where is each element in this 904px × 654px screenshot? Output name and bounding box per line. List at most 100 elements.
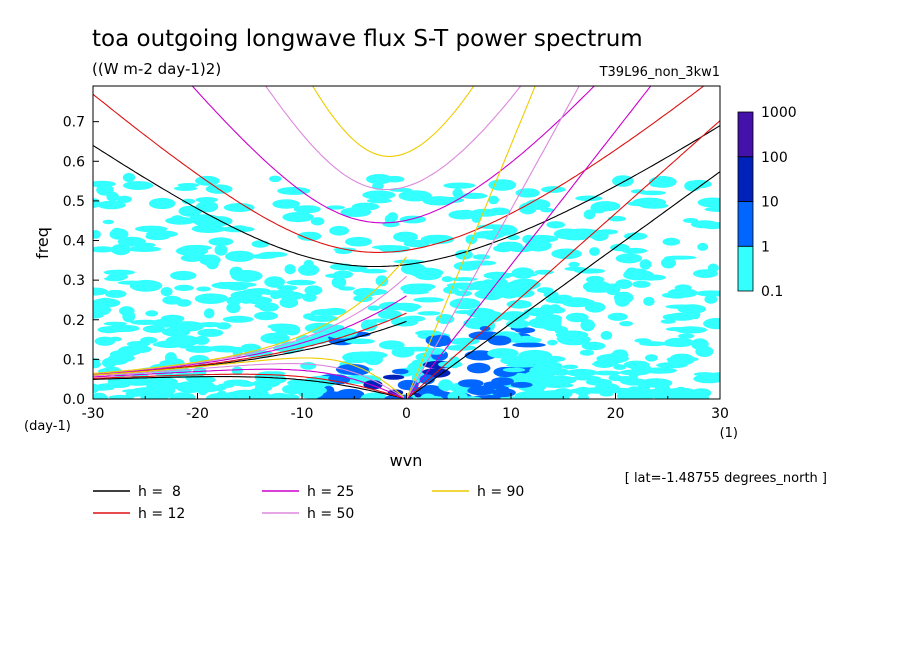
x-axis-label: wvn — [390, 451, 423, 470]
heatmap-cell — [96, 184, 114, 196]
colorbar-swatch — [737, 201, 754, 247]
heatmap-cell — [97, 200, 126, 210]
heatmap-cell — [586, 285, 597, 291]
heatmap-cell — [614, 295, 631, 307]
heatmap-cell — [502, 367, 526, 373]
heatmap-cell — [293, 205, 321, 214]
heatmap-cell — [525, 199, 551, 210]
x-tick-label: 10 — [502, 406, 520, 422]
heatmap-cell — [445, 344, 477, 351]
heatmap-cell — [251, 240, 270, 248]
heatmap-cell — [117, 280, 146, 285]
heatmap-cell — [567, 228, 598, 236]
heatmap-cell — [574, 268, 606, 274]
heatmap-cell — [496, 241, 523, 250]
heatmap-cell — [579, 349, 595, 356]
heatmap-cell — [665, 327, 689, 332]
heatmap-cell — [335, 388, 365, 399]
heatmap-cell — [93, 386, 115, 391]
chart-subtitle: ((W m-2 day-1)2) — [92, 60, 221, 78]
heatmap-cell — [122, 172, 136, 183]
inertia-gravity-curve — [93, 124, 720, 268]
heatmap-cell — [693, 374, 720, 384]
heatmap-cell — [487, 335, 512, 346]
heatmap-cell — [203, 329, 223, 336]
heatmap-cell — [684, 180, 701, 192]
heatmap-cell — [562, 364, 579, 370]
heatmap-cell — [515, 188, 540, 198]
heatmap-cell — [320, 396, 344, 399]
heatmap-cell — [195, 253, 207, 261]
heatmap-cell — [282, 212, 314, 223]
heatmap-cell — [134, 387, 163, 394]
heatmap-cell — [264, 276, 285, 288]
heatmap-cell — [441, 276, 453, 283]
heatmap-cell — [590, 202, 607, 214]
heatmap-cell — [632, 280, 651, 288]
inertia-gravity-curve — [311, 86, 475, 157]
legend-label: h = 8 — [138, 484, 181, 500]
heatmap-cell — [695, 290, 720, 297]
heatmap-cell — [547, 339, 558, 346]
heatmap-cell — [393, 231, 418, 243]
y-tick-label: 0.1 — [63, 352, 85, 368]
heatmap-cell — [623, 360, 650, 369]
heatmap-cell — [344, 338, 375, 345]
heatmap-cell — [487, 285, 519, 292]
heatmap-cell — [470, 208, 500, 217]
heatmap-cell — [479, 290, 502, 297]
heatmap-cell — [258, 302, 279, 312]
heatmap-cell — [307, 315, 339, 322]
heatmap-cell — [174, 284, 194, 291]
heatmap-cell — [185, 345, 214, 353]
heatmap-cell — [641, 396, 653, 399]
heatmap-cell — [447, 391, 468, 399]
heatmap-cell — [703, 318, 720, 330]
y-axis-unit: (day-1) — [24, 419, 71, 434]
y-tick-label: 0.6 — [63, 154, 85, 170]
heatmap-cell — [103, 321, 127, 326]
legend: h = 8 h = 12 h = 25 h = 50 h = 90 — [93, 484, 524, 522]
heatmap-cell — [549, 306, 566, 314]
heatmap-cell — [384, 175, 405, 183]
heatmap-cell — [449, 298, 481, 310]
heatmap-cell — [160, 287, 173, 297]
heatmap-cell — [697, 242, 709, 251]
heatmap-cell — [643, 296, 655, 306]
heatmap-cell — [700, 221, 720, 230]
heatmap-cell — [693, 269, 718, 278]
heatmap-cell — [403, 239, 431, 248]
heatmap-cell — [512, 342, 546, 348]
kelvin-curve — [406, 86, 580, 399]
heatmap-cell — [182, 198, 196, 205]
heatmap-cell — [171, 321, 205, 332]
heatmap-cell — [640, 380, 671, 385]
heatmap-cell — [645, 354, 658, 362]
heatmap-cell — [196, 286, 211, 292]
heatmap-cell — [354, 351, 371, 359]
heatmap-cell — [401, 305, 418, 312]
heatmap-cell — [367, 305, 380, 311]
heatmap-cell — [325, 205, 345, 210]
colorbar-level-label: 1 — [761, 239, 770, 255]
x-tick-label: -10 — [291, 406, 314, 422]
heatmap-cell — [126, 341, 150, 347]
heatmap-cell — [589, 247, 600, 256]
heatmap-cell — [584, 302, 606, 313]
heatmap-cell — [683, 218, 699, 223]
heatmap-cell — [375, 275, 389, 287]
heatmap-cell — [184, 246, 197, 255]
heatmap-cell — [400, 346, 435, 352]
heatmap-cell — [616, 390, 643, 399]
heatmap-cell — [583, 209, 596, 220]
heatmap-cell — [510, 381, 533, 388]
heatmap-cell — [545, 375, 577, 385]
heatmap-cell — [107, 273, 129, 280]
heatmap-cell — [298, 264, 320, 276]
heatmap-cell — [466, 307, 496, 318]
y-tick-label: 0.4 — [63, 234, 85, 250]
heatmap-cell — [704, 295, 718, 304]
heatmap-cell — [639, 259, 652, 270]
heatmap-cell — [170, 270, 197, 281]
